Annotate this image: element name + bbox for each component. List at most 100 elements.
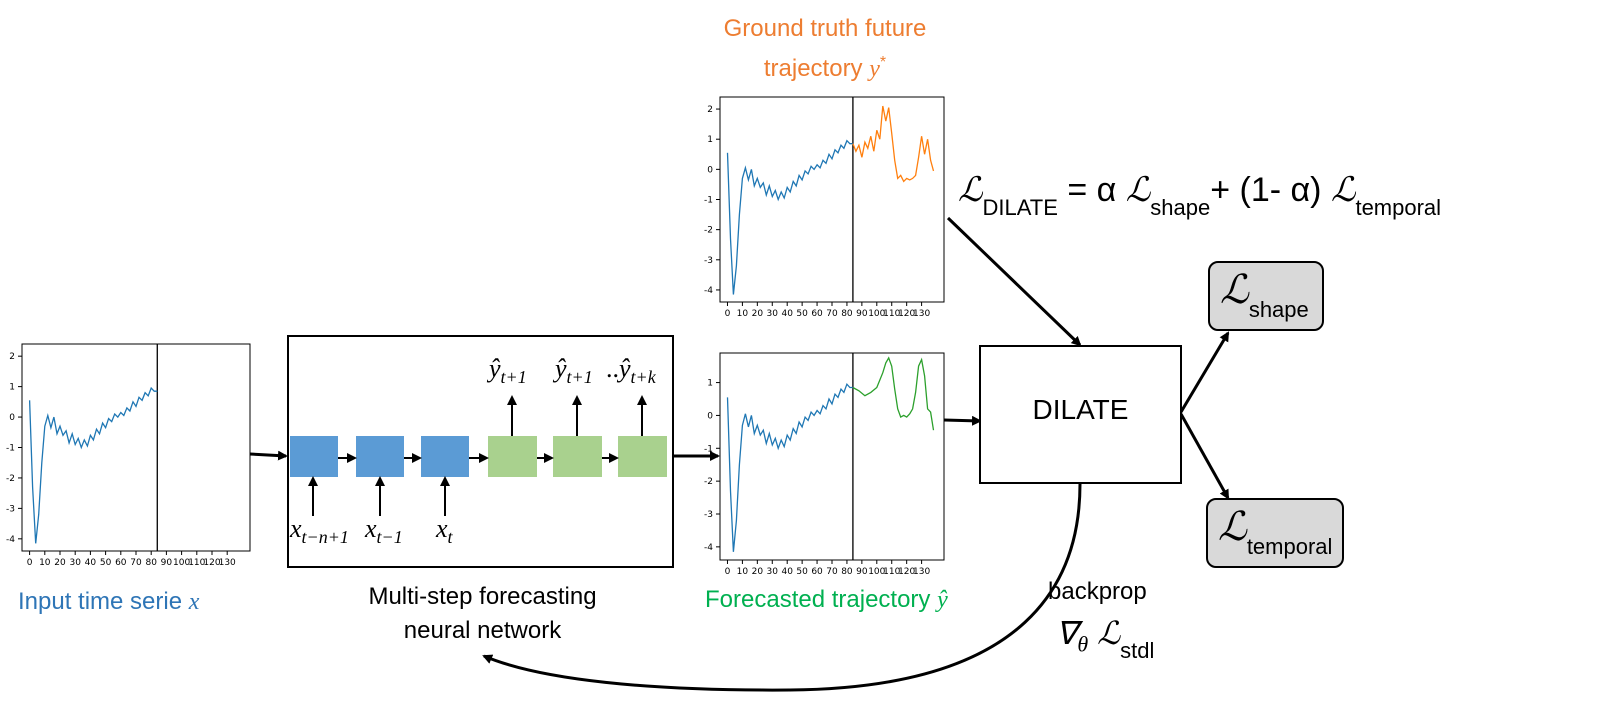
loss-temporal-label: ℒtemporal <box>1218 503 1332 560</box>
arrow-dilate-to-temporal <box>1179 413 1230 500</box>
x-tick-label: 100 <box>868 567 885 577</box>
x-tick-label: 60 <box>811 567 823 577</box>
formula-temporal-sub: temporal <box>1355 195 1442 220</box>
output-label-1: ŷt+1 <box>489 354 527 388</box>
series-line <box>726 139 853 295</box>
x-tick-label: 60 <box>115 558 127 568</box>
y-tick-label: -1 <box>704 196 713 206</box>
encoder-cell-2 <box>356 436 404 477</box>
x-tick-label: 30 <box>767 309 779 319</box>
x-tick-label: 80 <box>145 558 157 568</box>
ground-truth-caption-prefix: trajectory <box>763 55 863 82</box>
x-tick-label: 110 <box>188 558 205 568</box>
input-label-1-sub: t−n+1 <box>301 527 349 548</box>
formula-lhs-sub: DILATE <box>982 195 1058 220</box>
x-tick-label: 100 <box>173 558 190 568</box>
arrow-groundtruth-to-dilate <box>946 216 1082 347</box>
output-label-2: ŷt+1 <box>555 354 593 388</box>
y-tick-label: 1 <box>707 135 713 145</box>
x-tick-label: 90 <box>856 309 868 319</box>
x-tick-label: 40 <box>781 567 793 577</box>
y-tick-label: -2 <box>6 474 15 484</box>
x-tick-label: 30 <box>767 567 779 577</box>
input-label-2: xt−1 <box>365 514 403 548</box>
y-tick-label: 2 <box>707 105 713 115</box>
encoder-cell-3 <box>421 436 469 477</box>
y-tick-label: 1 <box>707 379 713 389</box>
x-tick-label: 120 <box>898 567 915 577</box>
formula-mid: + (1- α) <box>1210 171 1322 209</box>
x-tick-label: 40 <box>781 309 793 319</box>
x-tick-label: 20 <box>54 558 66 568</box>
ground-truth-caption: Ground truth future trajectory y* <box>690 12 960 86</box>
input-label-1-base: x <box>290 514 302 543</box>
y-tick-label: -3 <box>704 256 713 266</box>
series-line <box>28 386 158 544</box>
input-label-1: xt−n+1 <box>290 514 349 548</box>
arrow-backprop <box>482 483 1082 692</box>
y-tick-label: -4 <box>704 286 713 296</box>
backprop-theta: θ <box>1077 631 1089 657</box>
network-caption-line1: Multi-step forecasting <box>368 583 597 610</box>
loss-temporal-box <box>1206 498 1344 568</box>
plot-frame <box>719 96 945 303</box>
decoder-cell-1 <box>488 436 537 477</box>
backprop-gradient: ∇θ ℒstdl <box>1056 614 1154 664</box>
formula-temporal-symbol: ℒ <box>1330 172 1356 209</box>
ground-truth-caption-line2: trajectory y* <box>690 46 960 86</box>
plot-frame <box>719 352 945 561</box>
formula-shape-sub: shape <box>1150 195 1211 220</box>
output-label-1-sub: t+1 <box>500 367 527 388</box>
series-line <box>852 105 935 183</box>
backprop-sub: stdl <box>1120 638 1155 663</box>
output-label-3-sub: t+k <box>630 367 656 388</box>
ground-truth-sup: * <box>879 54 887 71</box>
x-tick-label: 90 <box>161 558 173 568</box>
loss-shape-label: ℒshape <box>1220 266 1309 323</box>
y-tick-label: -4 <box>6 535 15 545</box>
y-tick-label: 1 <box>9 383 15 393</box>
x-tick-label: 100 <box>868 309 885 319</box>
backprop-symbol: ℒ <box>1097 615 1121 651</box>
x-tick-label: 50 <box>796 309 808 319</box>
output-label-2-sub: t+1 <box>566 367 593 388</box>
x-tick-label: 110 <box>883 567 900 577</box>
output-label-3-prefix: .. <box>606 354 619 383</box>
ground-truth-symbol: y <box>869 56 880 82</box>
x-tick-label: 70 <box>826 567 838 577</box>
input-caption-symbol: x <box>188 589 200 615</box>
y-tick-label: -3 <box>6 504 15 514</box>
formula-shape-symbol: ℒ <box>1125 172 1151 209</box>
y-tick-label: 0 <box>9 413 15 423</box>
network-caption: Multi-step forecasting neural network <box>330 580 635 648</box>
x-tick-label: 90 <box>856 567 868 577</box>
dilate-formula: ℒDILATE = α ℒshape+ (1- α) ℒtemporal <box>958 170 1441 221</box>
series-line <box>852 356 935 431</box>
loss-temporal-symbol: ℒ <box>1218 504 1247 549</box>
x-tick-label: 50 <box>100 558 112 568</box>
arrow-input-to-network <box>249 450 288 461</box>
x-tick-label: 20 <box>752 567 764 577</box>
loss-shape-box <box>1208 261 1324 331</box>
input-label-3: xt <box>436 514 453 548</box>
encoder-cell-1 <box>290 436 338 477</box>
network-box <box>287 335 674 568</box>
output-label-3-base: ŷ <box>619 354 631 383</box>
x-tick-label: 130 <box>913 567 930 577</box>
ground-truth-caption-line1: Ground truth future <box>723 15 927 42</box>
forecast-caption-text: Forecasted trajectory <box>705 586 931 613</box>
input-label-3-sub: t <box>447 527 453 548</box>
output-label-1-base: ŷ <box>489 354 501 383</box>
formula-lhs-symbol: ℒ <box>958 172 983 209</box>
input-caption-text: Input time serie <box>18 588 183 615</box>
input-caption: Input time serie x <box>18 588 199 616</box>
y-tick-label: -2 <box>704 477 713 487</box>
loss-shape-symbol: ℒ <box>1220 267 1249 312</box>
dilate-label: DILATE <box>1032 394 1129 425</box>
y-tick-label: -1 <box>704 444 713 454</box>
backprop-label: backprop <box>1048 578 1147 605</box>
